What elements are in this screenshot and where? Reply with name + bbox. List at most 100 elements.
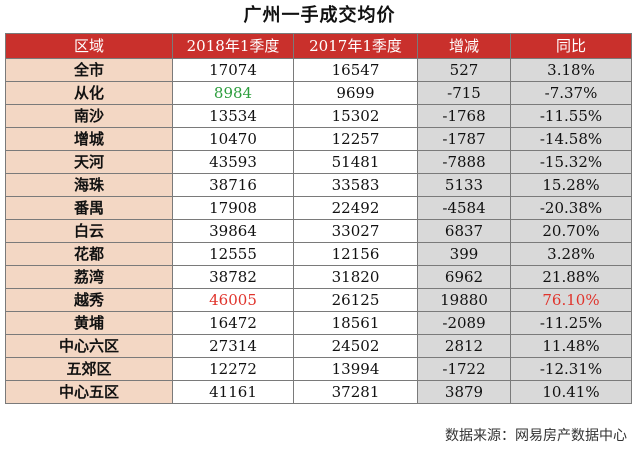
q1-2018-cell: 39864: [172, 219, 294, 243]
change-cell: 5133: [417, 173, 511, 197]
yoy-cell: 11.48%: [510, 334, 632, 358]
region-cell: 中心六区: [5, 334, 173, 358]
region-cell: 全市: [5, 58, 173, 82]
table-row: 五郊区 12272 13994 -1722 -12.31%: [5, 357, 632, 381]
yoy-cell: -11.55%: [510, 104, 632, 128]
region-cell: 荔湾: [5, 265, 173, 289]
header-change: 增减: [417, 33, 511, 59]
yoy-cell: 21.88%: [510, 265, 632, 289]
q1-2017-cell: 37281: [293, 380, 418, 404]
change-cell: 2812: [417, 334, 511, 358]
yoy-cell: 20.70%: [510, 219, 632, 243]
table-row: 天河 43593 51481 -7888 -15.32%: [5, 150, 632, 174]
table-row: 从化 8984 9699 -715 -7.37%: [5, 81, 632, 105]
region-cell: 黄埔: [5, 311, 173, 335]
table-row: 荔湾 38782 31820 6962 21.88%: [5, 265, 632, 289]
data-source-note: 数据来源：网易房产数据中心: [445, 428, 627, 444]
change-cell: -2089: [417, 311, 511, 335]
region-cell: 五郊区: [5, 357, 173, 381]
yoy-cell: 3.28%: [510, 242, 632, 266]
region-cell: 花都: [5, 242, 173, 266]
change-cell: -1722: [417, 357, 511, 381]
region-cell: 中心五区: [5, 380, 173, 404]
q1-2017-cell: 33027: [293, 219, 418, 243]
change-cell: -715: [417, 81, 511, 105]
q1-2018-cell: 12555: [172, 242, 294, 266]
table-row: 中心五区 41161 37281 3879 10.41%: [5, 380, 632, 404]
q1-2017-cell: 31820: [293, 265, 418, 289]
q1-2018-cell: 17074: [172, 58, 294, 82]
region-cell: 越秀: [5, 288, 173, 312]
q1-2017-cell: 12257: [293, 127, 418, 151]
region-cell: 从化: [5, 81, 173, 105]
q1-2018-cell: 10470: [172, 127, 294, 151]
q1-2017-cell: 22492: [293, 196, 418, 220]
q1-2018-cell: 27314: [172, 334, 294, 358]
table-row: 中心六区 27314 24502 2812 11.48%: [5, 334, 632, 358]
yoy-cell: -7.37%: [510, 81, 632, 105]
q1-2018-cell: 41161: [172, 380, 294, 404]
yoy-cell: -14.58%: [510, 127, 632, 151]
yoy-cell: -20.38%: [510, 196, 632, 220]
header-2017q1: 2017年1季度: [293, 33, 418, 59]
table-title: 广州一手成交均价: [243, 5, 396, 26]
price-table: 区域 2018年1季度 2017年1季度 增减 同比 全市 17074 16547 5…: [5, 33, 632, 404]
region-cell: 天河: [5, 150, 173, 174]
table-row: 白云 39864 33027 6837 20.70%: [5, 219, 632, 243]
header-row: 区域 2018年1季度 2017年1季度 增减 同比: [5, 33, 632, 59]
q1-2017-cell: 24502: [293, 334, 418, 358]
region-cell: 白云: [5, 219, 173, 243]
change-cell: -4584: [417, 196, 511, 220]
change-cell: 3879: [417, 380, 511, 404]
q1-2018-cell: 43593: [172, 150, 294, 174]
table-body: 全市 17074 16547 527 3.18% 从化 8984 9699 -715 -7.37%…: [5, 58, 632, 404]
yoy-cell: 3.18%: [510, 58, 632, 82]
change-cell: -1787: [417, 127, 511, 151]
change-cell: -7888: [417, 150, 511, 174]
table-row: 增城 10470 12257 -1787 -14.58%: [5, 127, 632, 151]
q1-2017-cell: 9699: [293, 81, 418, 105]
q1-2017-cell: 16547: [293, 58, 418, 82]
region-cell: 南沙: [5, 104, 173, 128]
q1-2018-cell: 17908: [172, 196, 294, 220]
table-row: 南沙 13534 15302 -1768 -11.55%: [5, 104, 632, 128]
q1-2017-cell: 33583: [293, 173, 418, 197]
region-cell: 番禺: [5, 196, 173, 220]
change-cell: 6962: [417, 265, 511, 289]
table-row: 番禺 17908 22492 -4584 -20.38%: [5, 196, 632, 220]
table-row: 海珠 38716 33583 5133 15.28%: [5, 173, 632, 197]
region-cell: 海珠: [5, 173, 173, 197]
header-region: 区域: [5, 33, 173, 59]
table-row: 黄埔 16472 18561 -2089 -11.25%: [5, 311, 632, 335]
q1-2017-cell: 15302: [293, 104, 418, 128]
change-cell: 6837: [417, 219, 511, 243]
table-row: 越秀 46005 26125 19880 76.10%: [5, 288, 632, 312]
yoy-cell: -15.32%: [510, 150, 632, 174]
header-2018q1: 2018年1季度: [172, 33, 294, 59]
change-cell: 19880: [417, 288, 511, 312]
q1-2018-cell: 16472: [172, 311, 294, 335]
table-row: 花都 12555 12156 399 3.28%: [5, 242, 632, 266]
q1-2017-cell: 12156: [293, 242, 418, 266]
q1-2018-cell: 46005: [172, 288, 294, 312]
yoy-cell: -11.25%: [510, 311, 632, 335]
yoy-cell: 10.41%: [510, 380, 632, 404]
header-yoy: 同比: [510, 33, 632, 59]
q1-2018-cell: 38716: [172, 173, 294, 197]
q1-2018-cell: 38782: [172, 265, 294, 289]
region-cell: 增城: [5, 127, 173, 151]
change-cell: 399: [417, 242, 511, 266]
q1-2017-cell: 18561: [293, 311, 418, 335]
q1-2018-cell: 8984: [172, 81, 294, 105]
q1-2018-cell: 12272: [172, 357, 294, 381]
yoy-cell: 76.10%: [510, 288, 632, 312]
q1-2018-cell: 13534: [172, 104, 294, 128]
q1-2017-cell: 13994: [293, 357, 418, 381]
table-row: 全市 17074 16547 527 3.18%: [5, 58, 632, 82]
q1-2017-cell: 51481: [293, 150, 418, 174]
q1-2017-cell: 26125: [293, 288, 418, 312]
yoy-cell: 15.28%: [510, 173, 632, 197]
yoy-cell: -12.31%: [510, 357, 632, 381]
change-cell: 527: [417, 58, 511, 82]
change-cell: -1768: [417, 104, 511, 128]
